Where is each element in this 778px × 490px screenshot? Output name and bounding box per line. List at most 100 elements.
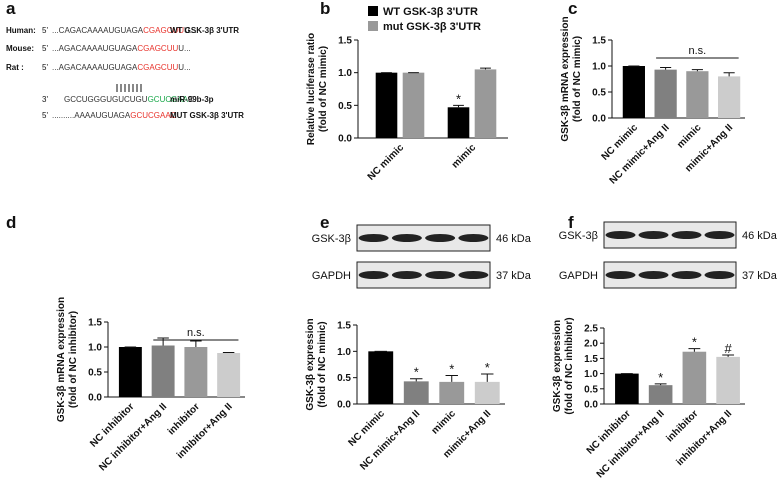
x-tick-label: NC mimic+Ang II — [358, 408, 422, 472]
bar — [439, 381, 465, 404]
y-tick-label: 0.0 — [88, 393, 102, 404]
y-tick-label: 0.5 — [88, 368, 102, 379]
y-axis-label: GSK-3β expression — [552, 320, 563, 412]
y-axis-label: (fold of NC inhibitor) — [68, 311, 79, 408]
bar — [151, 345, 175, 397]
prime: 5' — [42, 44, 48, 53]
error-bar — [481, 373, 494, 382]
y-axis-label: Relative luciferase ratio — [306, 33, 317, 145]
significance-mark: * — [485, 360, 490, 375]
error-bar — [453, 104, 464, 108]
bar — [716, 356, 740, 404]
panel-label: a — [6, 0, 16, 18]
bar — [682, 351, 707, 404]
panel-label: e — [320, 213, 329, 232]
y-tick-label: 0.5 — [337, 373, 351, 384]
sequence-segment: U... — [178, 63, 190, 72]
sequence-segment: U... — [184, 26, 196, 35]
bar — [622, 66, 645, 118]
sequence: ..........AAAAUGUAGAGCUCGAAC — [52, 111, 177, 120]
error-bar — [157, 337, 169, 346]
y-axis-label: GSK-3β mRNA expression — [56, 297, 67, 422]
bar — [375, 72, 398, 138]
species: Rat : — [6, 63, 24, 72]
blot-band — [458, 271, 489, 279]
significance-mark: * — [658, 370, 663, 385]
bar — [402, 72, 425, 138]
y-tick-label: 1.0 — [337, 347, 351, 358]
y-axis-label: (fold of NC inhibitor) — [564, 317, 575, 414]
bracket-label: n.s. — [689, 45, 707, 57]
y-tick-label: 0.0 — [592, 114, 606, 125]
y-tick-label: 0.5 — [584, 384, 598, 395]
blot-band — [704, 271, 735, 279]
size-label: 37 kDa — [496, 270, 532, 282]
sequence-segment: ..........AAAAUGUAGA — [52, 111, 131, 120]
prime: 5' — [42, 63, 48, 72]
legend-label: mut GSK-3β 3'UTR — [383, 21, 481, 33]
y-tick-label: 1.5 — [592, 36, 606, 47]
y-tick-label: 1.0 — [88, 343, 102, 354]
bar — [654, 69, 677, 118]
size-label: 46 kDa — [742, 230, 778, 242]
blot-band — [638, 271, 669, 279]
error-bar — [722, 354, 735, 357]
sequence-note: MUT GSK-3β 3'UTR — [170, 111, 244, 120]
bracket-label: n.s. — [187, 327, 205, 339]
bar — [403, 381, 429, 404]
prime: 5' — [42, 26, 48, 35]
legend-label: WT GSK-3β 3'UTR — [383, 6, 478, 18]
protein-label: GAPDH — [559, 270, 598, 282]
blot-band — [358, 234, 389, 242]
prime: 3' — [42, 95, 48, 104]
bar — [184, 347, 208, 397]
y-tick-label: 0.5 — [592, 88, 606, 99]
x-tick-label: mimic — [450, 142, 479, 171]
y-tick-label: 0.0 — [584, 400, 598, 411]
blot-band — [425, 271, 456, 279]
error-bar — [480, 67, 491, 70]
pairing-ticks — [116, 84, 142, 92]
sequence-segment: CGAGCUU — [137, 44, 178, 53]
y-tick-label: 2.5 — [584, 324, 598, 335]
blot-band — [671, 231, 702, 239]
sequence-segment: ...CAGACAAAAUGUAGA — [52, 26, 144, 35]
y-axis-label: (fold of NC mimic) — [317, 321, 328, 407]
y-tick-label: 1.5 — [584, 354, 598, 365]
blot-band — [458, 234, 489, 242]
blot-band — [391, 271, 422, 279]
size-label: 37 kDa — [742, 270, 778, 282]
sequence-segment: U... — [178, 44, 190, 53]
sequence-note: WT GSK-3β 3'UTR — [170, 26, 239, 35]
bar — [447, 107, 470, 138]
x-tick-label: NC mimic — [366, 142, 407, 183]
bar — [718, 76, 741, 118]
y-tick-label: 1.5 — [338, 36, 352, 47]
bar — [474, 381, 500, 404]
sequence-note: miR-99b-3p — [170, 95, 214, 104]
blot-band — [425, 234, 456, 242]
sequence-segment: CGAGCUU — [137, 63, 178, 72]
blot-band — [638, 231, 669, 239]
error-bar — [445, 375, 458, 382]
protein-label: GSK-3β — [312, 233, 351, 245]
y-axis-label: (fold of NC mimic) — [572, 36, 583, 122]
bar — [368, 351, 394, 404]
y-tick-label: 1.0 — [584, 369, 598, 380]
sequence: ...AGACAAAAUGUAGACGAGCUUU... — [52, 44, 191, 53]
sequence-segment: ...AGACAAAAUGUAGA — [52, 63, 138, 72]
panel-label: f — [568, 213, 574, 232]
y-tick-label: 0.5 — [338, 101, 352, 112]
bar — [217, 353, 241, 397]
y-axis-label: GSK-3β mRNA expression — [560, 16, 571, 141]
blot-band — [671, 271, 702, 279]
x-tick-label: mimic — [675, 122, 704, 151]
y-tick-label: 2.0 — [584, 339, 598, 350]
y-tick-label: 0.0 — [338, 134, 352, 145]
y-tick-label: 1.5 — [337, 321, 351, 332]
x-tick-label: mimic — [430, 408, 459, 437]
error-bar — [222, 352, 235, 353]
x-tick-label: NC inhibitor+Ang II — [595, 408, 667, 480]
error-bar — [688, 348, 701, 352]
